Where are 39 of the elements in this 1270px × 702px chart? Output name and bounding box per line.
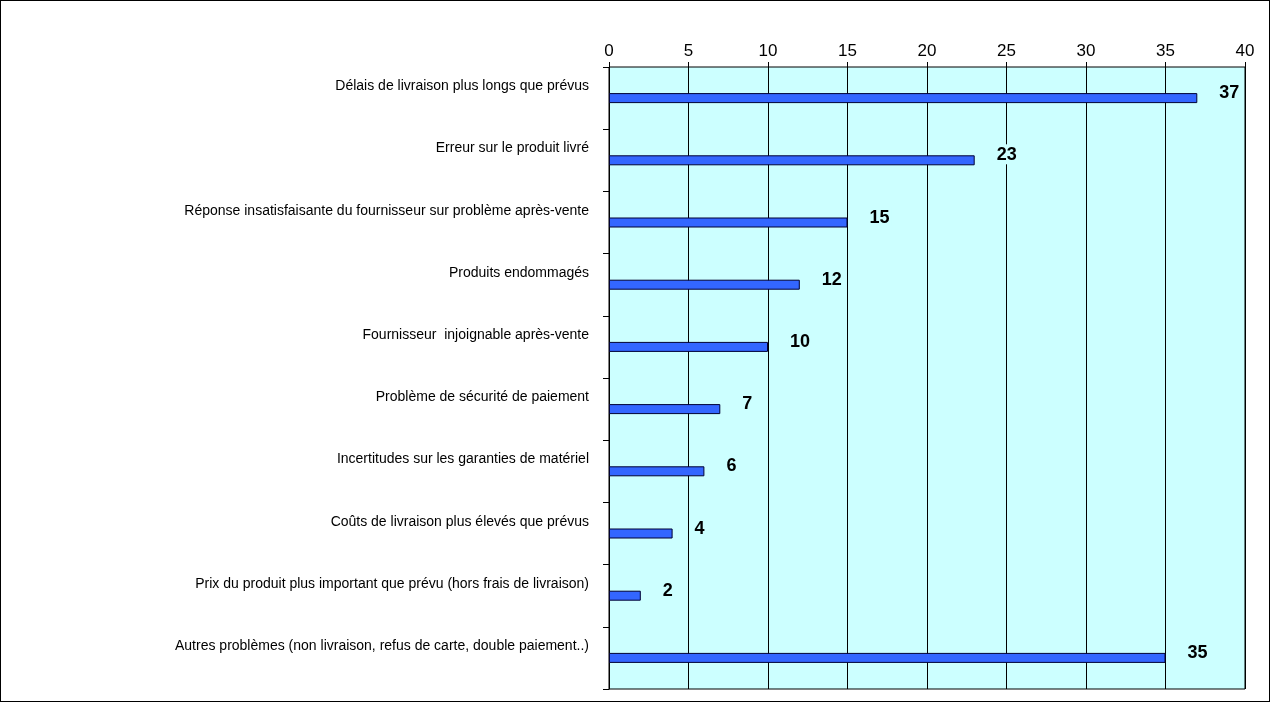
bar <box>609 93 1198 104</box>
y-tick-label: Produits endommagés <box>448 263 589 280</box>
x-tick-label: 10 <box>758 41 778 60</box>
y-tick-label: Problème de sécurité de paiement <box>375 388 590 405</box>
data-label: 35 <box>1187 641 1208 662</box>
x-tick-label: 40 <box>1235 41 1255 60</box>
bar <box>609 590 641 601</box>
bar <box>609 341 768 352</box>
x-tick-label: 20 <box>917 41 937 60</box>
data-label: 2 <box>662 579 673 600</box>
data-label: 12 <box>821 268 842 289</box>
y-tick-label: Fournisseur injoignable après-vente <box>362 325 590 342</box>
y-tick-label: Réponse insatisfaisante du fournisseur sur problème après-vente <box>184 201 590 218</box>
data-label: 4 <box>694 517 705 538</box>
data-label: 6 <box>726 455 737 476</box>
data-label: 23 <box>996 144 1017 165</box>
y-tick-label: Erreur sur le produit livré <box>435 139 590 156</box>
bar <box>609 528 673 539</box>
bar <box>609 279 800 290</box>
x-tick-label: 30 <box>1076 41 1096 60</box>
bar <box>609 155 975 166</box>
x-tick-label: 5 <box>683 41 694 60</box>
data-label: 37 <box>1219 82 1240 103</box>
x-tick-label: 25 <box>997 41 1016 60</box>
bar <box>609 466 705 477</box>
y-tick-label: Incertitudes sur les garanties de matériel <box>336 450 589 467</box>
data-label: 7 <box>742 393 753 414</box>
x-tick-label: 15 <box>838 41 857 60</box>
y-tick-label: Coûts de livraison plus élevés que prévus <box>330 512 589 529</box>
y-tick-label: Prix du produit plus important que prévu (hors frais de livraison) <box>195 574 589 591</box>
data-label: 10 <box>790 330 811 351</box>
x-tick-label: 35 <box>1156 41 1175 60</box>
bar <box>609 217 848 228</box>
bar <box>609 404 721 415</box>
bar <box>609 652 1166 663</box>
y-tick-label: Délais de livraison plus longs que prévus <box>335 77 589 94</box>
y-tick-label: Autres problèmes (non livraison, refus de carte, double paiement..) <box>175 636 589 653</box>
data-label: 15 <box>869 206 890 227</box>
x-tick-label: 0 <box>604 41 614 60</box>
